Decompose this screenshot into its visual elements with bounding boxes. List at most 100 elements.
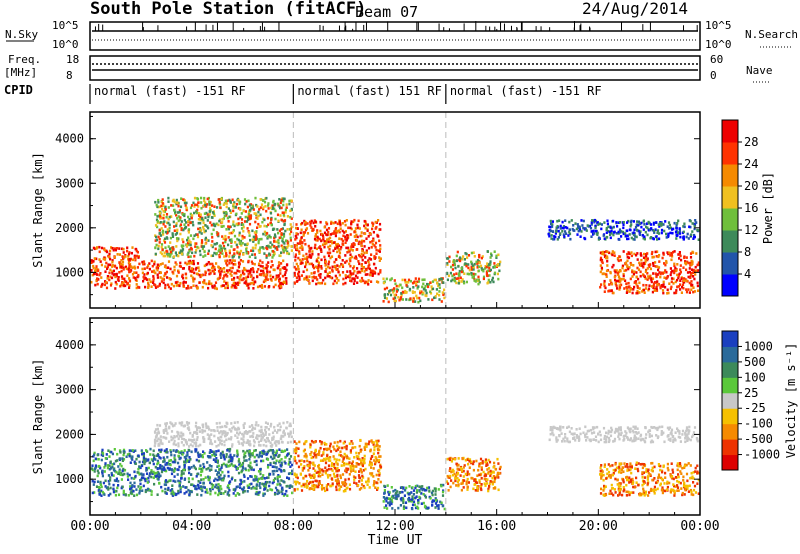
echo-cell [101,472,104,475]
echo-cell [264,430,267,434]
echo-cell [326,272,329,276]
echo-cell [258,284,261,288]
echo-cell [350,245,353,248]
echo-cell [608,230,611,234]
echo-cell [344,235,347,239]
echo-cell [424,284,427,288]
echo-cell [147,264,150,267]
echo-cell [470,268,474,271]
echo-cell [222,284,226,287]
echo-cell [685,290,689,294]
echo-cell [144,479,147,483]
echo-cell [192,260,195,263]
echo-cell [609,233,612,236]
echo-cell [311,487,314,490]
echo-cell [111,272,114,275]
echo-cell [166,466,169,470]
echo-cell [470,271,473,275]
echo-cell [625,291,628,294]
echo-cell [178,451,181,454]
freq-panel-frame [89,55,701,81]
echo-cell [670,280,673,284]
echo-cell [230,274,233,277]
echo-cell [207,425,210,429]
echo-cell [350,440,353,443]
echo-cell [366,273,369,276]
echo-cell [205,282,208,286]
echo-cell [639,274,642,278]
echo-cell [249,464,252,468]
echo-cell [148,262,151,265]
echo-cell [370,466,373,469]
echo-cell [112,273,115,277]
echo-cell [140,486,143,489]
echo-cell [138,492,141,495]
echo-cell [237,222,240,225]
echo-cell [308,281,311,285]
echo-cell [293,282,296,285]
echo-cell [173,268,176,272]
echo-cell [457,265,460,268]
echo-cell [216,429,219,432]
echo-cell [219,468,222,472]
echo-cell [260,455,263,458]
echo-cell [266,237,269,240]
echo-cell [184,281,187,284]
echo-cell [610,229,613,233]
echo-cell [383,287,386,291]
echo-cell [142,275,145,279]
echo-cell [131,455,134,458]
echo-cell [372,443,375,446]
echo-cell [194,485,197,488]
echo-cell [222,237,225,240]
echo-cell [204,203,207,207]
echo-cell [185,206,188,210]
echo-cell [694,269,697,273]
echo-cell [135,493,139,497]
echo-cell [215,262,218,265]
echo-cell [123,280,127,283]
echo-cell [326,469,329,472]
echo-cell [248,483,251,486]
echo-cell [325,457,328,460]
echo-cell [119,262,122,265]
echo-cell [472,251,475,254]
echo-cell [335,243,338,246]
echo-cell [228,225,231,229]
echo-cell [165,429,168,432]
echo-cell [653,229,656,233]
echo-cell [674,230,678,234]
echo-cell [257,210,260,214]
echo-cell [325,486,328,489]
echo-cell [695,252,698,255]
echo-cell [170,430,174,433]
echo-cell [695,221,698,224]
echo-cell [635,223,638,226]
echo-cell [117,276,120,279]
echo-cell [269,211,273,215]
echo-cell [300,236,303,239]
echo-cell [161,465,164,468]
echo-cell [573,229,576,232]
echo-cell [677,273,680,277]
echo-cell [106,265,109,269]
echo-cell [356,271,359,275]
echo-cell [114,275,117,279]
echo-cell [356,281,359,284]
echo-cell [269,461,272,465]
echo-cell [164,230,167,234]
echo-cell [647,263,650,267]
echo-cell [345,246,348,250]
echo-cell [169,489,172,492]
echo-cell [280,206,283,210]
echo-cell [265,245,268,248]
echo-cell [363,224,366,228]
echo-cell [677,275,680,278]
echo-cell [282,494,286,497]
echo-cell [253,427,257,430]
echo-cell [232,209,235,213]
echo-cell [267,235,270,239]
echo-cell [168,226,171,230]
echo-cell [184,460,187,464]
echo-cell [689,276,692,279]
